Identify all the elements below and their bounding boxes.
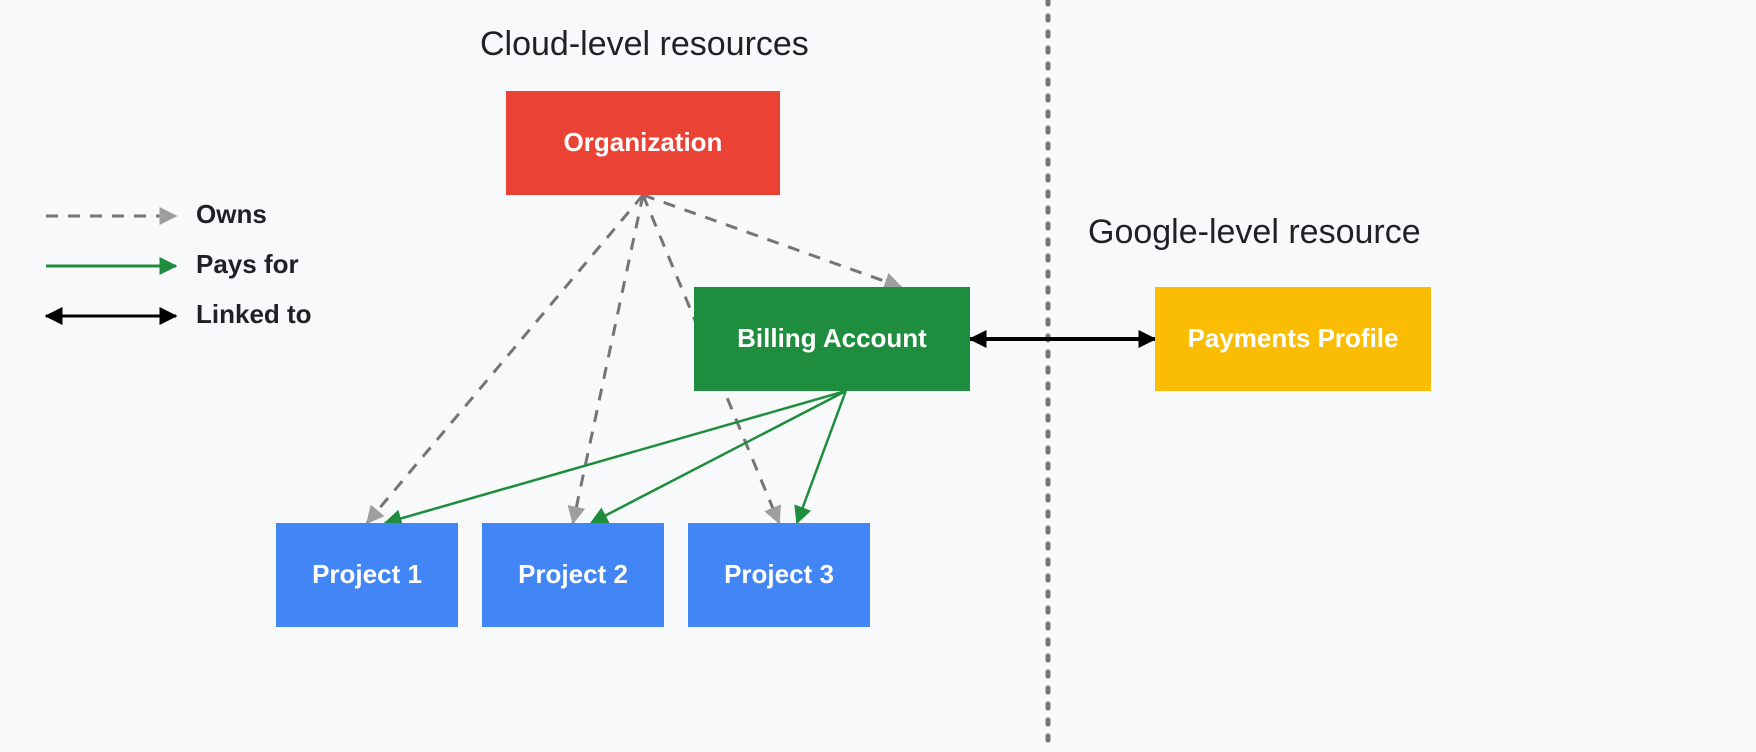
legend-label-pays: Pays for <box>196 249 299 279</box>
node-billing-label: Billing Account <box>737 323 927 353</box>
node-project1: Project 1 <box>276 523 458 627</box>
node-payments-label: Payments Profile <box>1188 323 1399 353</box>
node-project3-label: Project 3 <box>724 559 834 589</box>
legend-label-linked: Linked to <box>196 299 312 329</box>
node-project1-label: Project 1 <box>312 559 422 589</box>
legend-label-owns: Owns <box>196 199 267 229</box>
node-payments: Payments Profile <box>1155 287 1431 391</box>
node-project3: Project 3 <box>688 523 870 627</box>
node-organization-label: Organization <box>564 127 723 157</box>
node-project2-label: Project 2 <box>518 559 628 589</box>
node-billing: Billing Account <box>694 287 970 391</box>
node-project2: Project 2 <box>482 523 664 627</box>
node-organization: Organization <box>506 91 780 195</box>
title-cloud-level: Cloud-level resources <box>480 25 809 63</box>
title-google-level: Google-level resource <box>1088 213 1421 251</box>
